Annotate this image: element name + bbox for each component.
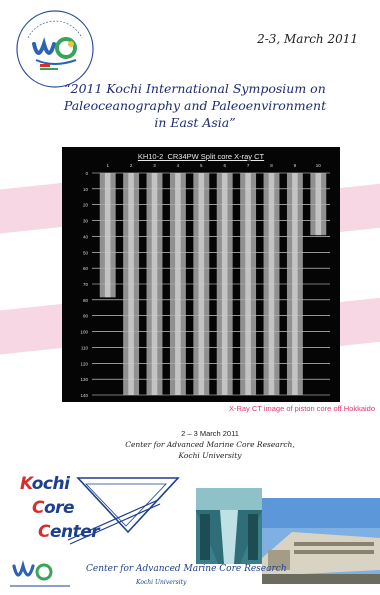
depth-label: 90 <box>83 314 89 319</box>
core-section-highlight <box>245 173 251 395</box>
core-storage-photo <box>196 488 262 564</box>
pink-band <box>0 182 66 234</box>
core-section-label: 6 <box>223 163 226 168</box>
event-info: 2 – 3 March 2011 Center for Advanced Mar… <box>90 428 330 461</box>
symposium-date: 2-3, March 2011 <box>257 32 358 46</box>
title-line-3: in East Asia” <box>154 115 236 130</box>
kcc-word-center: Center <box>38 522 100 542</box>
event-university: Kochi University <box>178 451 242 460</box>
title-line-1: “2011 Kochi International Symposium on <box>64 81 326 96</box>
event-dates: 2 – 3 March 2011 <box>181 429 239 438</box>
core-section-label: 2 <box>130 163 133 168</box>
core-section-highlight <box>268 173 275 395</box>
depth-label: 80 <box>83 298 89 303</box>
building-photo <box>262 498 380 584</box>
core-section-label: 5 <box>200 163 203 168</box>
depth-label: 40 <box>83 234 89 239</box>
core-section-label: 10 <box>316 163 322 168</box>
core-section-label: 9 <box>294 163 297 168</box>
core-section-highlight <box>292 173 298 395</box>
xray-ct-image: KH10-2_CR34PW Split core X-ray CT 0 10 20 3… <box>62 147 340 402</box>
depth-label: 10 <box>83 187 89 192</box>
depth-label: 110 <box>81 345 89 350</box>
core-section-highlight <box>221 173 228 395</box>
core-section-highlight <box>104 173 111 298</box>
core-section-highlight <box>128 173 134 395</box>
depth-label: 0 <box>85 171 88 176</box>
xray-core-scan: 0 10 20 30 40 50 60 70 80 90 100 110 120 130 140 1 2 3 4 5 6… <box>80 163 330 398</box>
core-section-label: 4 <box>177 163 180 168</box>
core-section-highlight <box>198 173 205 395</box>
pink-band <box>338 297 380 347</box>
core-section-label: 3 <box>153 163 156 168</box>
depth-label: 50 <box>83 250 89 255</box>
marine-core-research-logo <box>10 556 70 590</box>
pink-band <box>0 303 66 355</box>
depth-label: 60 <box>83 266 89 271</box>
depth-label: 140 <box>80 393 88 398</box>
core-section-label: 1 <box>106 163 109 168</box>
kcc-word-kochi: Kochi <box>20 474 70 494</box>
core-section-highlight <box>315 173 322 236</box>
footer-center-name: Center for Advanced Marine Core Research <box>86 564 287 574</box>
kochi-core-center-logo: Kochi Core Center <box>8 470 190 558</box>
xray-ct-title: KH10-2_CR34PW Split core X-ray CT <box>137 152 265 161</box>
depth-label: 130 <box>80 377 88 382</box>
core-section-label: 8 <box>270 163 273 168</box>
depth-label: 100 <box>80 330 88 335</box>
depth-label: 70 <box>83 282 89 287</box>
symposium-title: “2011 Kochi International Symposium on P… <box>40 80 350 131</box>
kcc-word-core: Core <box>32 498 75 518</box>
pink-band <box>338 183 380 233</box>
footer-university: Kochi University <box>136 579 187 586</box>
title-line-2: Paleoceanography and Paleoenvironment <box>63 98 327 113</box>
xray-caption: X-Ray CT image of piston core off Hokkai… <box>228 404 375 413</box>
depth-label: 30 <box>83 219 89 224</box>
event-venue: Center for Advanced Marine Core Research… <box>125 440 295 449</box>
core-section-highlight <box>175 173 181 395</box>
core-section-highlight <box>151 173 158 395</box>
footer: Center for Advanced Marine Core Research… <box>0 556 380 593</box>
depth-label: 120 <box>80 361 88 366</box>
symposium-logo <box>14 8 96 90</box>
depth-label: 20 <box>83 203 89 208</box>
core-section-label: 7 <box>247 163 250 168</box>
